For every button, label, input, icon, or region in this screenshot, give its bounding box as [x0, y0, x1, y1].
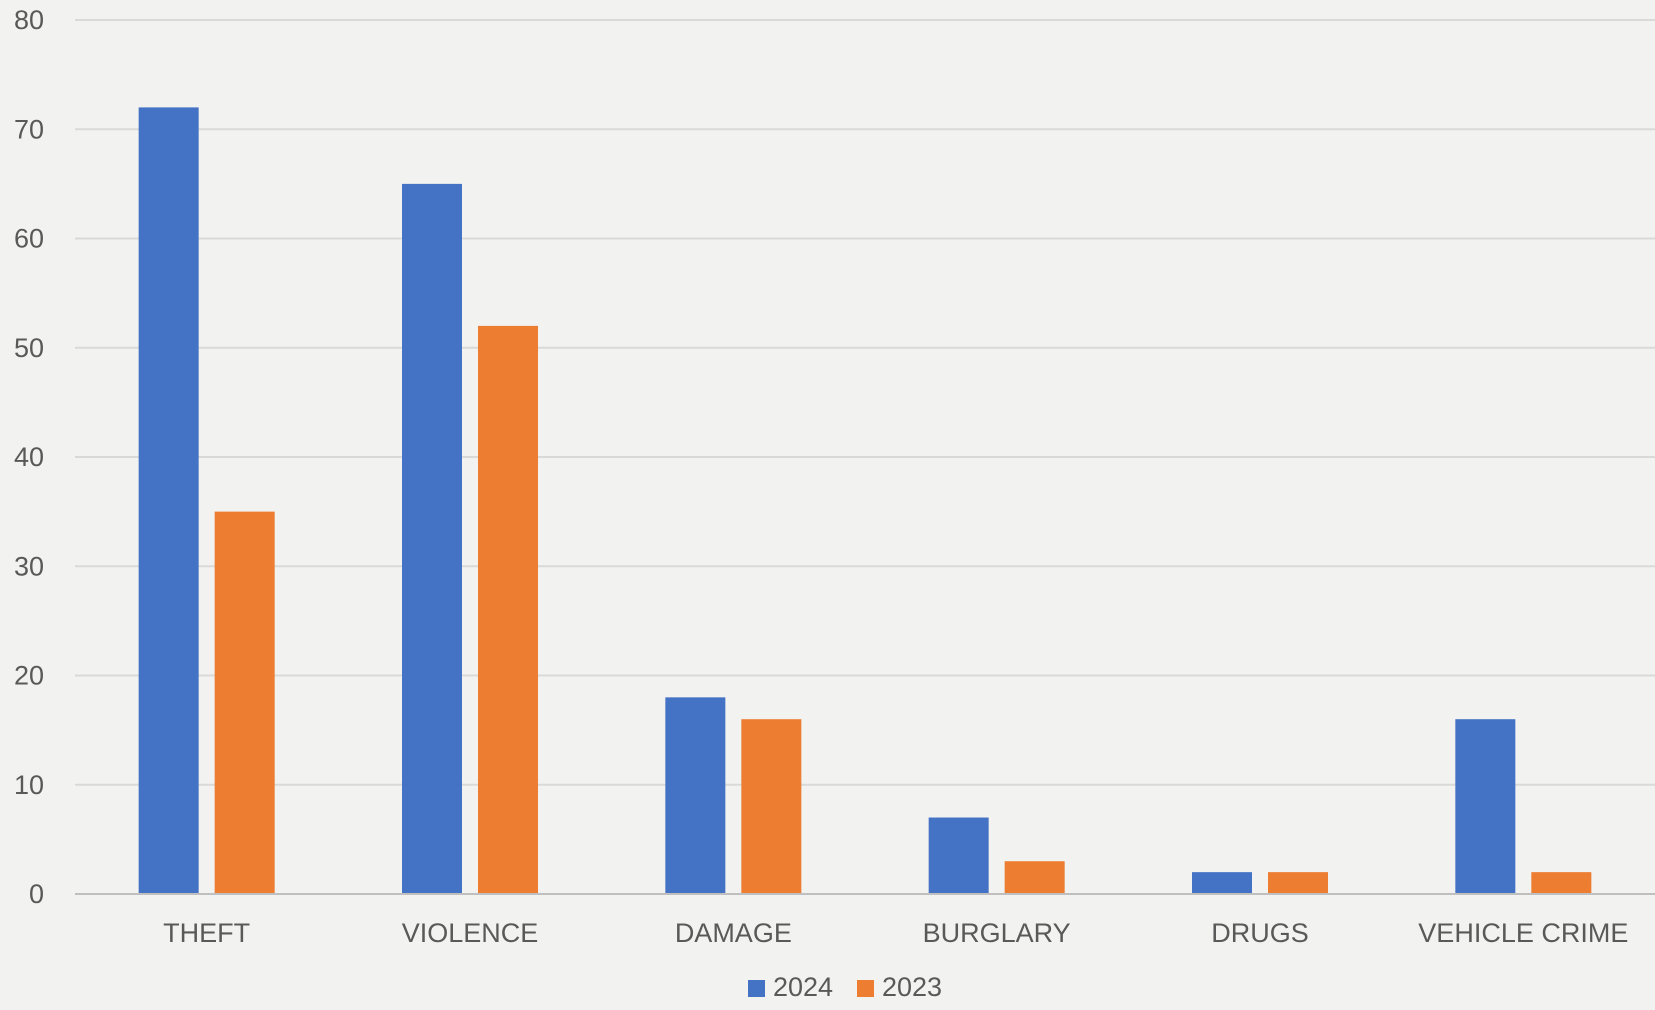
x-category-label: BURGLARY	[923, 918, 1071, 948]
bar-2023-vehicle-crime	[1531, 872, 1592, 894]
bar-2023-burglary	[1004, 861, 1065, 894]
legend-label-2024: 2024	[773, 972, 833, 1002]
bars	[138, 107, 1592, 894]
bar-2024-violence	[402, 183, 462, 894]
y-tick-label: 20	[14, 661, 44, 691]
bar-2024-theft	[138, 107, 199, 894]
x-category-label: VIOLENCE	[402, 918, 539, 948]
y-tick-label: 10	[14, 770, 44, 800]
x-category-label: THEFT	[163, 918, 250, 948]
y-tick-label: 80	[14, 5, 44, 35]
y-tick-label: 30	[14, 551, 44, 581]
x-axis-categories: THEFT VIOLENCE DAMAGE BURGLARY DRUGS VEHICLE …	[163, 918, 1628, 948]
bar-2024-drugs	[1192, 872, 1252, 894]
y-tick-label: 50	[14, 333, 44, 363]
y-axis-ticks: 0 10 20 30 40 50 60 70 80	[14, 5, 44, 909]
legend-swatch-2023	[857, 980, 874, 997]
bar-2023-damage	[741, 719, 802, 894]
bar-2024-damage	[665, 697, 726, 894]
legend-swatch-2024	[748, 980, 765, 997]
y-tick-label: 70	[14, 114, 44, 144]
bar-2023-violence	[478, 325, 538, 894]
y-tick-label: 40	[14, 442, 44, 472]
bar-2024-burglary	[928, 817, 989, 894]
bar-2024-vehicle-crime	[1455, 719, 1516, 894]
y-tick-label: 0	[29, 879, 44, 909]
legend: 2024 2023	[748, 972, 942, 1002]
x-category-label: DRUGS	[1211, 918, 1309, 948]
bar-2023-drugs	[1268, 872, 1328, 894]
legend-label-2023: 2023	[882, 972, 942, 1002]
x-category-label: DAMAGE	[675, 918, 792, 948]
x-category-label: VEHICLE CRIME	[1418, 918, 1628, 948]
gridlines	[75, 19, 1655, 786]
y-tick-label: 60	[14, 224, 44, 254]
bar-2023-theft	[214, 511, 275, 894]
